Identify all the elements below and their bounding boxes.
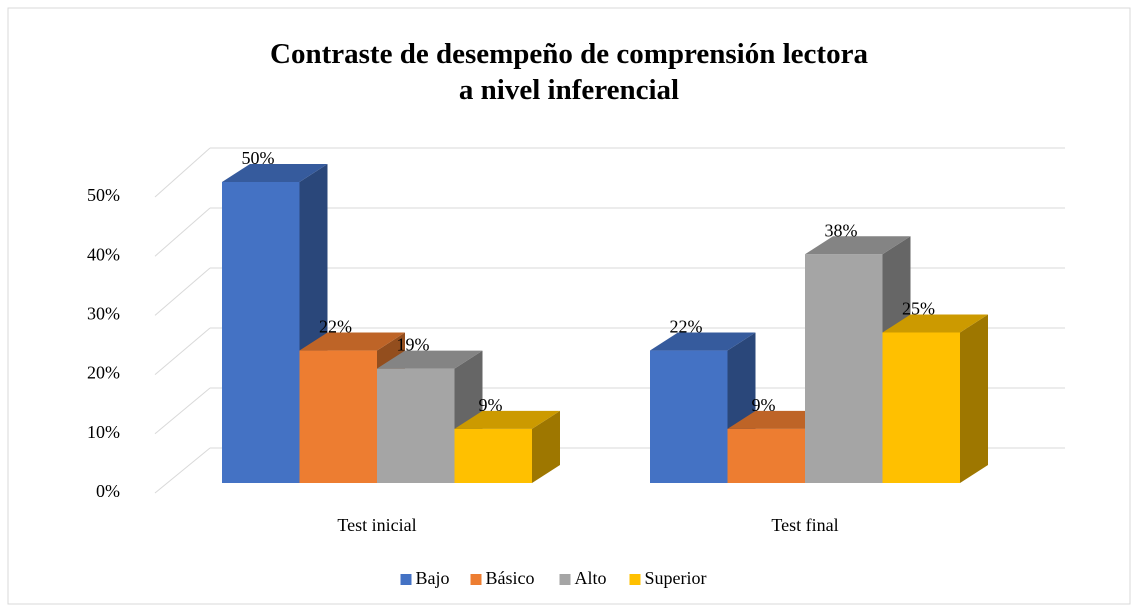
bar	[222, 182, 300, 483]
data-label: 38%	[825, 220, 858, 240]
legend-swatch	[400, 574, 412, 585]
legend-label: Superior	[645, 568, 707, 588]
bar-top	[805, 236, 911, 255]
grid-line	[154, 267, 211, 316]
chart-frame	[7, 7, 1131, 605]
x-tick-label: Test final	[771, 515, 838, 535]
legend-label: Básico	[486, 568, 535, 588]
legend-swatch	[559, 574, 571, 585]
y-tick-label: 0%	[96, 481, 120, 501]
data-label: 22%	[319, 317, 352, 337]
data-label: 9%	[752, 395, 776, 415]
bar	[454, 428, 532, 483]
data-label: 22%	[670, 317, 703, 337]
bar	[727, 428, 805, 483]
data-label: 50%	[242, 148, 275, 168]
bar	[299, 350, 377, 483]
legend-label: Bajo	[416, 568, 450, 588]
bar-top	[454, 410, 560, 429]
grid-line	[154, 327, 211, 375]
y-tick-label: 30%	[87, 304, 120, 324]
bar-side	[960, 314, 988, 483]
bar	[650, 350, 728, 483]
chart-title: Contraste de desempeño de comprensión le…	[270, 38, 868, 106]
bar-top	[222, 164, 328, 182]
y-tick-label: 20%	[87, 363, 120, 383]
y-tick-label: 50%	[87, 185, 120, 205]
bar-side	[532, 410, 560, 483]
bar	[377, 368, 455, 483]
bar	[882, 332, 960, 483]
grid-line	[154, 447, 211, 494]
data-label: 9%	[479, 395, 503, 415]
bar-top	[377, 350, 483, 369]
x-tick-label: Test inicial	[337, 515, 416, 535]
bar-top	[299, 332, 405, 351]
y-tick-label: 40%	[87, 244, 120, 264]
grid-line	[154, 207, 211, 257]
y-tick-label: 10%	[87, 422, 120, 442]
bar-top	[882, 314, 988, 333]
data-label: 25%	[902, 299, 935, 319]
grid-line	[154, 147, 211, 198]
legend-label: Alto	[575, 568, 607, 588]
bar-top	[650, 332, 756, 351]
grid-line	[154, 387, 211, 435]
legend-swatch	[629, 574, 641, 585]
data-label: 19%	[397, 335, 430, 355]
legend-swatch	[470, 574, 482, 585]
bar	[805, 254, 883, 483]
